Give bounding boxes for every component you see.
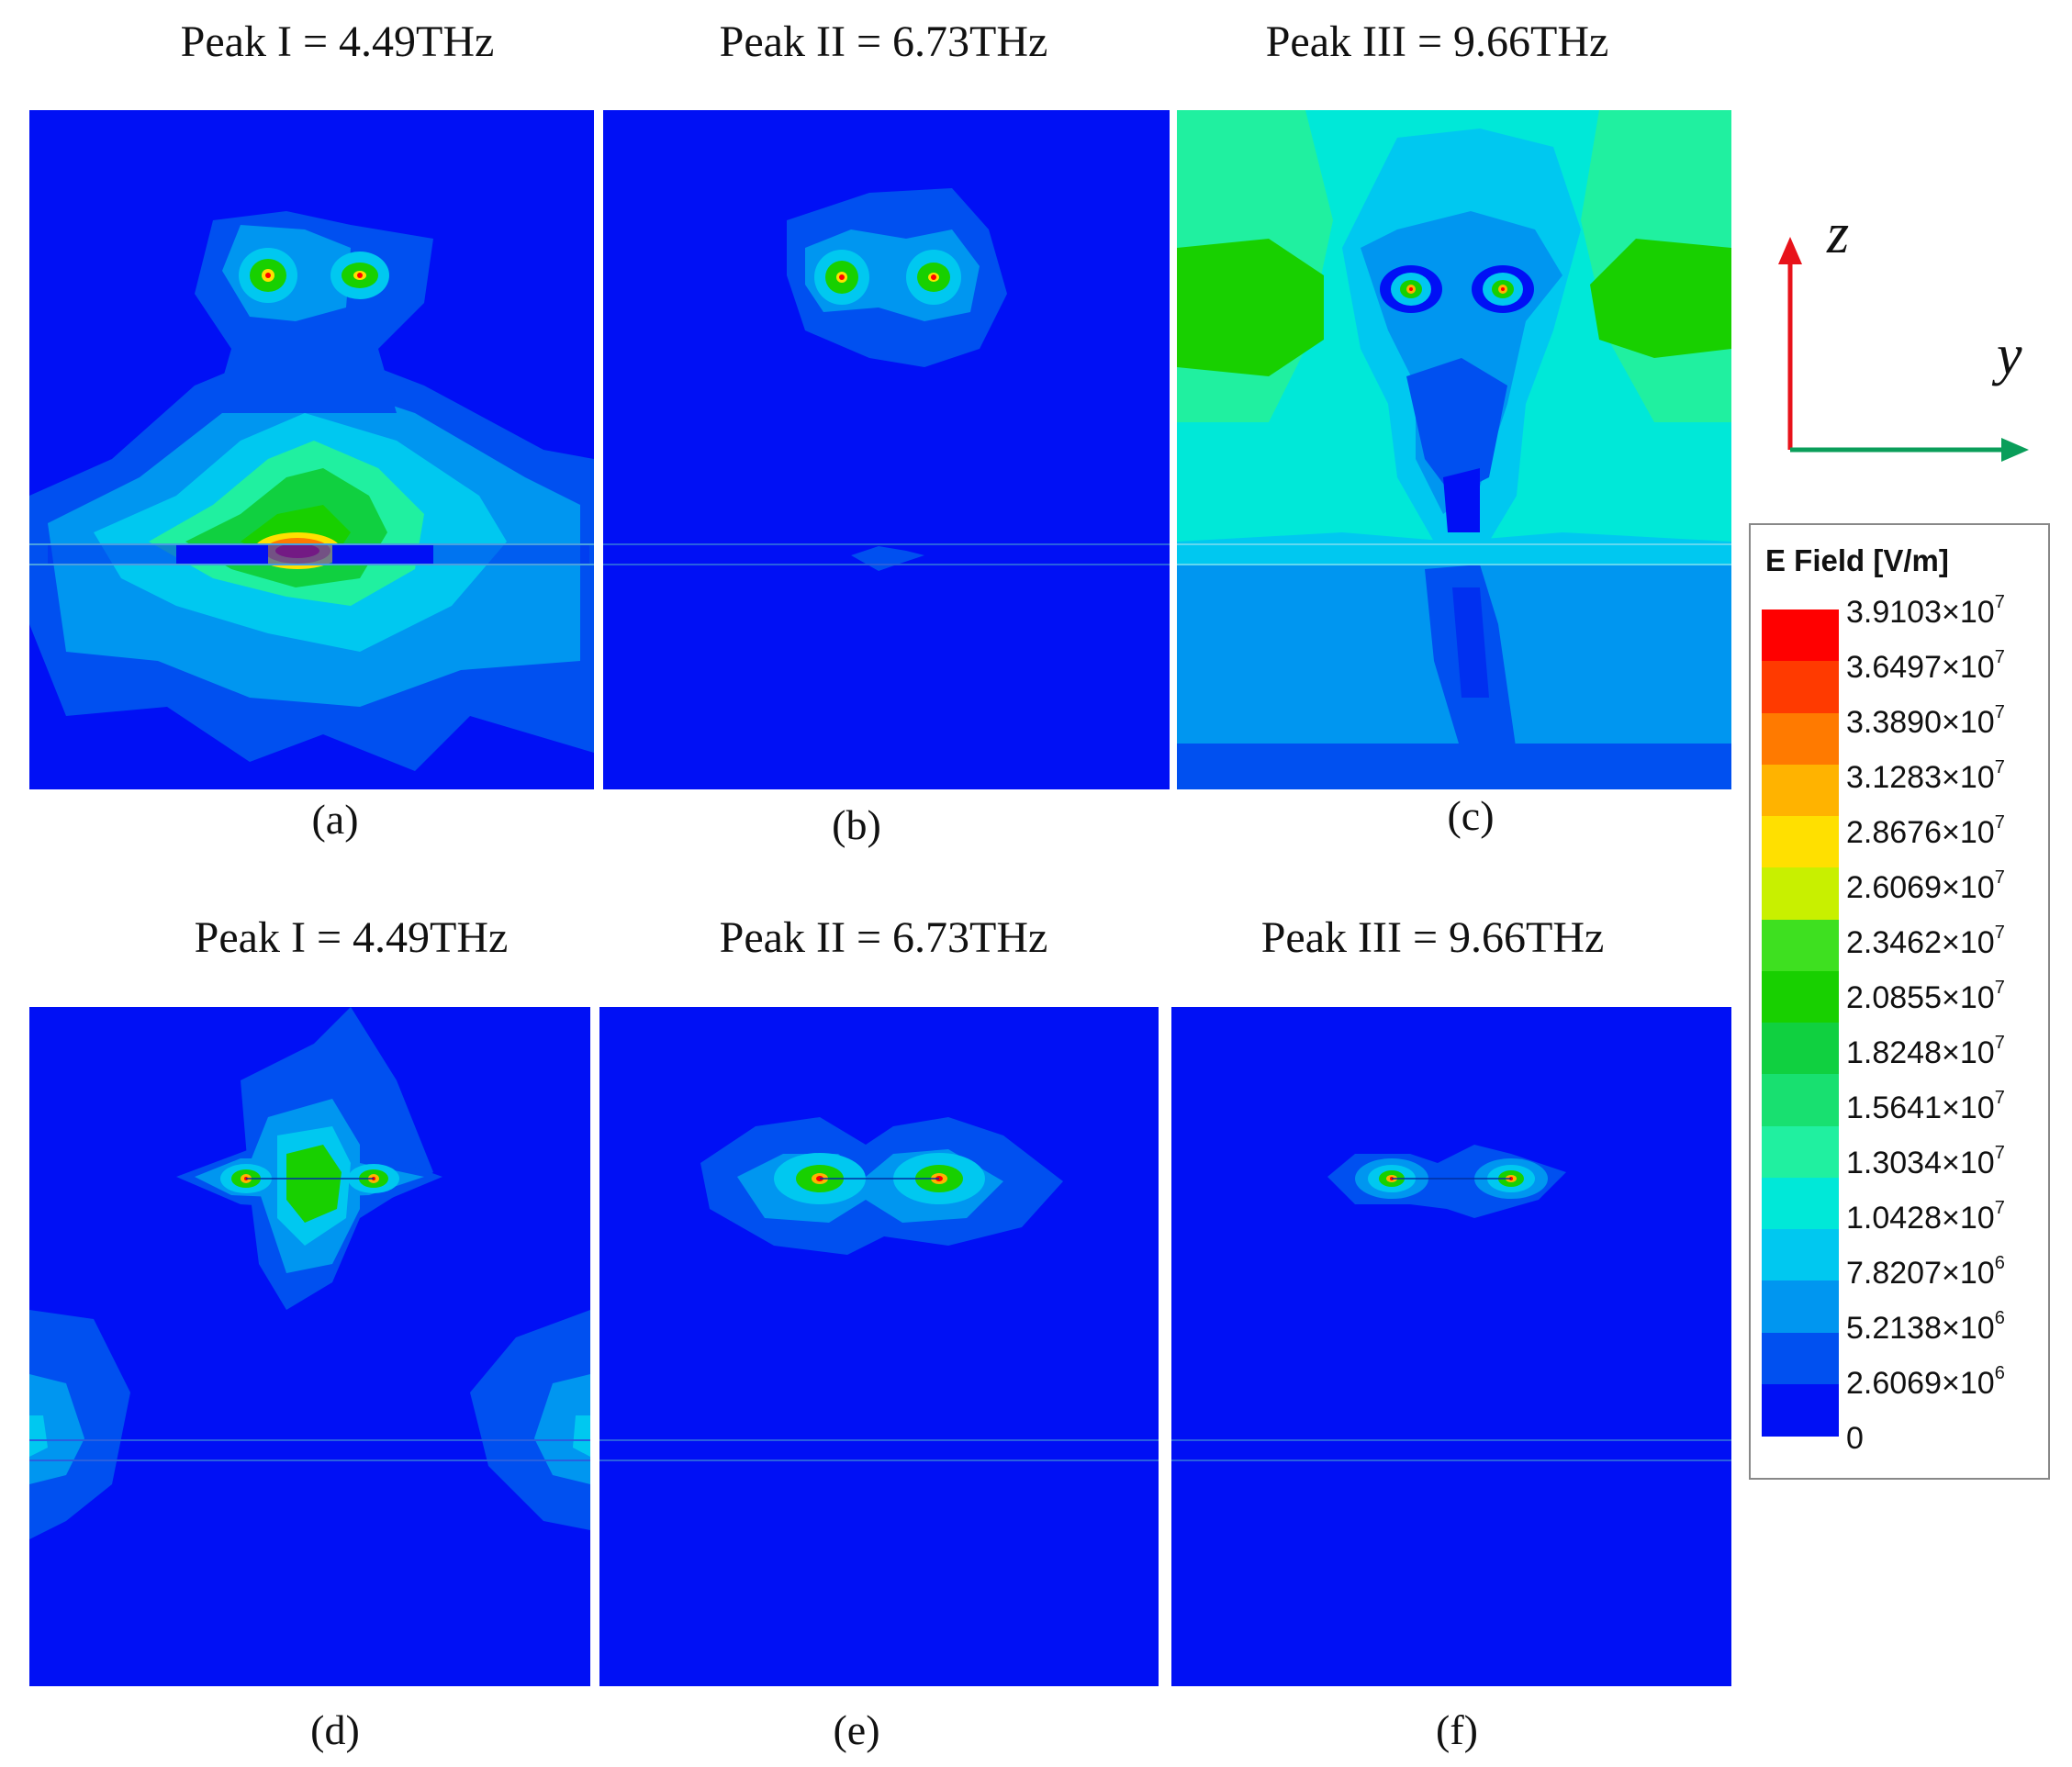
- field-map-c: [1177, 110, 1731, 789]
- legend-tick-label: 5.2138×106: [1846, 1308, 2005, 1346]
- field-map-b: [603, 110, 1170, 789]
- panel-c-title: Peak III = 9.66THz: [1265, 17, 1609, 66]
- legend-swatch: [1762, 919, 1839, 972]
- legend-tick-label: 0: [1846, 1421, 1864, 1456]
- legend-swatch: [1762, 661, 1839, 714]
- legend-tick-label: 7.8207×106: [1846, 1253, 2005, 1291]
- legend-tick-label: 3.3890×107: [1846, 702, 2005, 740]
- panel-a-label: (a): [311, 796, 359, 843]
- panel-f-title: Peak III = 9.66THz: [1260, 913, 1605, 962]
- legend-swatch: [1762, 867, 1839, 921]
- legend-swatch: [1762, 1074, 1839, 1127]
- legend-swatch: [1762, 1177, 1839, 1230]
- legend-tick-label: 1.0428×107: [1846, 1198, 2005, 1236]
- legend-tick-label: 2.6069×107: [1846, 867, 2005, 905]
- legend-tick-label: 3.6497×107: [1846, 647, 2005, 685]
- legend-tick-label: 1.3034×107: [1846, 1143, 2005, 1180]
- field-map-f: [1171, 1007, 1731, 1686]
- legend-swatch: [1762, 1281, 1839, 1334]
- legend-swatch: [1762, 1125, 1839, 1179]
- legend-swatch: [1762, 610, 1839, 663]
- legend-swatch: [1762, 712, 1839, 766]
- coordinate-axes: z y: [1749, 203, 2043, 477]
- legend-swatch: [1762, 1332, 1839, 1385]
- legend-swatch: [1762, 1383, 1839, 1437]
- legend-tick-label: 1.8248×107: [1846, 1033, 2005, 1070]
- panel-c-label: (c): [1447, 792, 1495, 839]
- legend-swatch: [1762, 1229, 1839, 1282]
- z-axis-label: z: [1827, 203, 1850, 265]
- field-map-a: [29, 110, 594, 789]
- legend-title: E Field [V/m]: [1765, 543, 1949, 577]
- legend-swatch: [1762, 1023, 1839, 1076]
- panel-b-label: (b): [832, 801, 881, 848]
- panel-b-title: Peak II = 6.73THz: [719, 17, 1048, 66]
- field-map-d: [29, 1007, 590, 1686]
- legend-tick-label: 1.5641×107: [1846, 1088, 2005, 1125]
- legend-swatch: [1762, 764, 1839, 817]
- panel-f-label: (f): [1436, 1706, 1478, 1753]
- panel-a-title: Peak I = 4.49THz: [180, 17, 495, 66]
- legend-tick-label: 2.6069×106: [1846, 1363, 2005, 1401]
- panel-d-label: (d): [310, 1706, 360, 1753]
- panel-e-label: (e): [833, 1706, 880, 1753]
- legend-swatch: [1762, 970, 1839, 1023]
- z-axis-arrowhead: [1778, 237, 1802, 264]
- legend-tick-label: 3.1283×107: [1846, 757, 2005, 795]
- y-axis-arrowhead: [2001, 438, 2029, 462]
- legend-colorbar: [1762, 610, 1839, 1437]
- legend-tick-label: 2.8676×107: [1846, 812, 2005, 850]
- panel-e-title: Peak II = 6.73THz: [719, 913, 1048, 962]
- legend-tick-label: 2.3462×107: [1846, 923, 2005, 960]
- y-axis-label: y: [1997, 324, 2022, 386]
- legend-tick-label: 2.0855×107: [1846, 978, 2005, 1015]
- legend-tick-label: 3.9103×107: [1846, 592, 2005, 630]
- panel-d-title: Peak I = 4.49THz: [194, 913, 509, 962]
- legend-swatch: [1762, 816, 1839, 869]
- field-map-e: [599, 1007, 1159, 1686]
- e-field-legend: E Field [V/m] 3.9103×107 3.6497×107 3.3890…: [1749, 523, 2050, 1480]
